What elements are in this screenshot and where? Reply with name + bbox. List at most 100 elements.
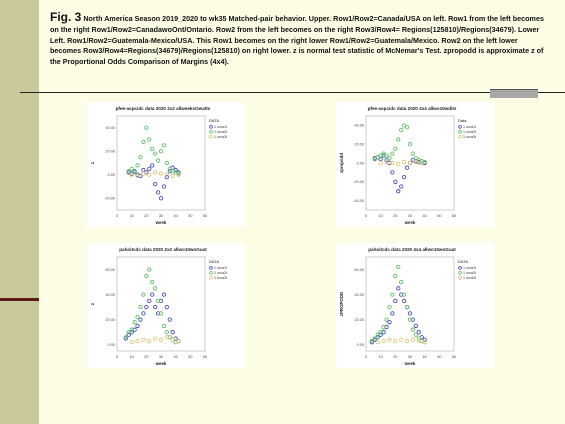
data-point — [390, 160, 395, 166]
horizontal-rule — [20, 92, 565, 93]
x-tick-label: 60 — [452, 355, 456, 359]
data-point — [393, 298, 398, 304]
y-axis-label: zPROPODD — [339, 292, 344, 316]
data-point — [416, 338, 421, 344]
legend-marker — [209, 275, 213, 280]
y-tick-label: -40.00 — [353, 199, 364, 203]
data-point — [399, 292, 404, 297]
data-point — [129, 166, 134, 172]
data-point — [126, 169, 131, 174]
x-tick-label: 60 — [203, 355, 207, 359]
data-point — [396, 137, 401, 142]
data-point — [375, 155, 380, 160]
x-tick-label: 0 — [365, 355, 367, 359]
data-point — [393, 338, 398, 344]
data-point — [176, 338, 181, 344]
legend-marker — [458, 134, 462, 139]
data-point — [138, 317, 143, 322]
y-axis-label: z — [90, 302, 95, 305]
legend-marker — [458, 270, 462, 275]
data-point — [372, 157, 377, 162]
legend-entry: 1 urca1t — [463, 125, 476, 129]
data-point — [387, 156, 392, 161]
sidebar-accent-line — [0, 298, 39, 301]
y-tick-label: 0.00 — [357, 161, 364, 165]
data-point — [158, 298, 164, 304]
data-point — [401, 298, 407, 304]
data-point — [152, 151, 158, 156]
data-point — [378, 330, 383, 335]
data-point — [152, 304, 158, 310]
legend-entry: 1 urca2t — [463, 130, 476, 134]
data-point — [399, 337, 404, 342]
data-point — [161, 292, 167, 297]
data-point — [176, 172, 181, 177]
data-point — [170, 330, 175, 335]
x-tick-label: 40 — [174, 214, 178, 218]
data-point — [129, 340, 134, 345]
x-tick-label: 20 — [144, 214, 148, 218]
x-tick-label: 10 — [130, 355, 134, 359]
data-point — [390, 311, 395, 316]
x-tick-label: 60 — [452, 214, 456, 218]
data-point — [410, 317, 416, 322]
scatter-chart-lower-right: pahoitcdc data 2020 4x4 allwo10woGuat 0 10… — [339, 247, 476, 366]
data-point — [369, 338, 375, 344]
data-point — [387, 320, 392, 325]
y-axis-label: zpropodd — [339, 153, 344, 173]
rule-accent-block — [490, 89, 538, 98]
data-point — [393, 146, 398, 152]
data-point — [387, 337, 392, 342]
legend-title: Data — [458, 118, 467, 123]
y-tick-label: 40.00 — [354, 293, 364, 297]
data-point — [170, 173, 175, 179]
data-point — [399, 127, 404, 133]
data-point — [135, 323, 140, 329]
data-point — [147, 267, 152, 272]
x-tick-label: 50 — [188, 355, 192, 359]
data-point — [401, 292, 407, 297]
data-point — [404, 338, 410, 344]
legend-entry: 1 urca2t — [214, 271, 227, 275]
data-point — [396, 189, 401, 194]
plot-frame — [365, 115, 455, 211]
data-point — [413, 159, 419, 165]
data-point — [378, 160, 383, 166]
data-point — [381, 338, 386, 344]
data-point — [384, 325, 389, 330]
data-point — [155, 311, 161, 316]
y-tick-label: 20.00 — [105, 150, 115, 154]
chart-title: pfee-aspcidc data 2020 2x2 allweeksOwatt… — [116, 106, 211, 111]
x-tick-label: 0 — [365, 214, 367, 218]
data-point — [399, 184, 404, 189]
y-tick-label: 40.00 — [354, 124, 364, 128]
data-point — [164, 160, 170, 166]
data-point — [393, 179, 398, 184]
chart-panel-upper-left: pfee-aspcidc data 2020 2x2 allweeksOwatt… — [87, 102, 245, 227]
scatter-chart-upper-left: pfee-aspcidc data 2020 2x2 allweeksOwatt… — [90, 106, 227, 225]
y-tick-label: -20.00 — [353, 180, 364, 184]
x-tick-label: 40 — [423, 214, 427, 218]
data-point — [167, 169, 172, 174]
data-point — [396, 161, 401, 167]
data-point — [401, 174, 407, 180]
data-point — [381, 151, 386, 156]
chart-panel-lower-right: pahoitcdc data 2020 4x4 allwo10woGuat 0 10… — [336, 243, 494, 368]
data-point — [167, 317, 172, 322]
data-point — [378, 332, 383, 337]
data-point — [375, 340, 380, 345]
chart-title: pahoitcdc data 2020 4x4 allwo10woGuat — [368, 247, 456, 252]
data-point — [129, 327, 134, 332]
data-point — [404, 165, 410, 170]
data-point — [129, 172, 134, 177]
legend-marker — [458, 275, 462, 280]
x-tick-label: 30 — [159, 214, 163, 218]
data-point — [161, 323, 167, 329]
legend-marker — [209, 124, 213, 129]
data-point — [396, 264, 401, 270]
x-tick-label: 40 — [423, 355, 427, 359]
data-point — [399, 279, 404, 285]
data-point — [416, 336, 421, 341]
legend-marker — [209, 265, 213, 270]
data-point — [384, 153, 389, 158]
